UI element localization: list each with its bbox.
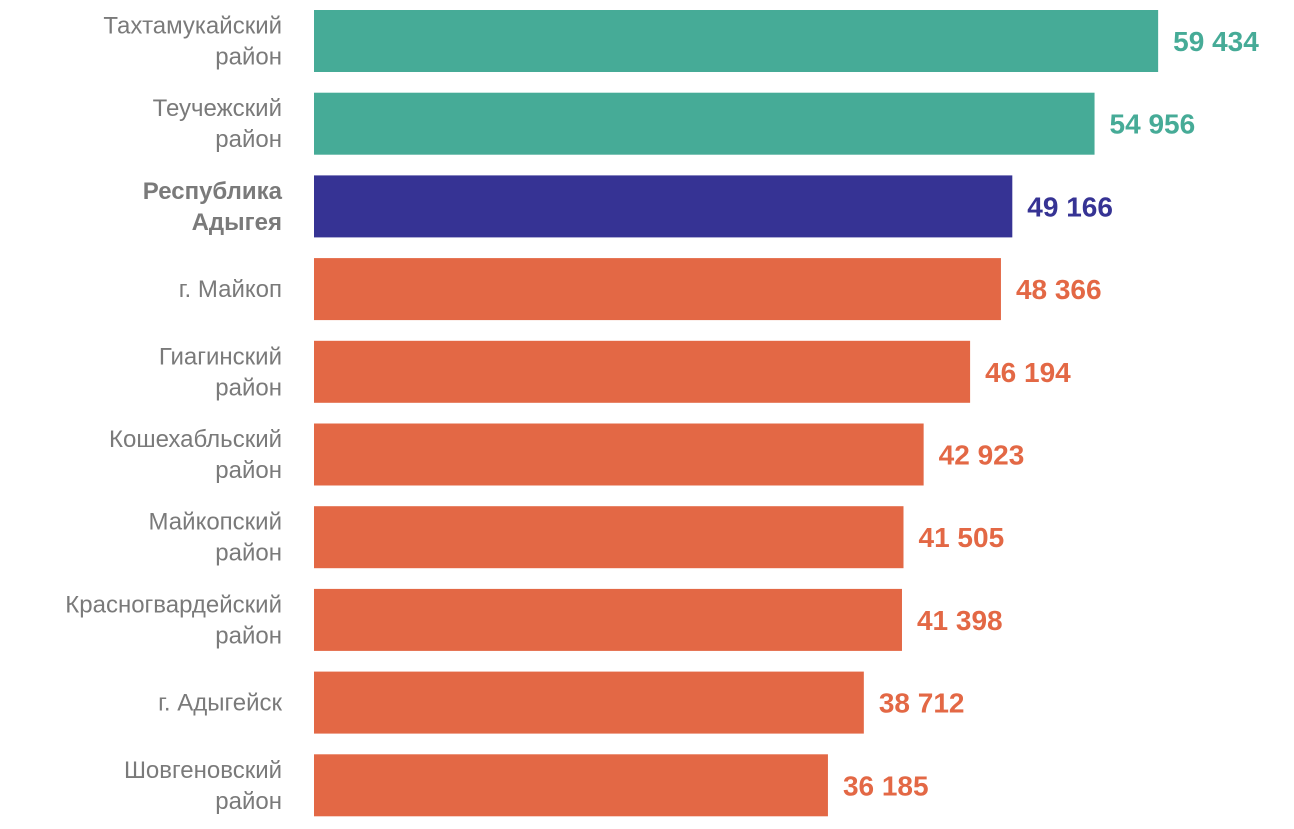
- category-label: Тахтамукайский район: [103, 13, 282, 71]
- category-label-line: Адыгея: [192, 209, 282, 236]
- bar: [314, 423, 924, 486]
- bar-value-label: 48 366: [1016, 274, 1102, 305]
- bar: [314, 671, 864, 734]
- category-labels-group: Тахтамукайский район Теучежский район Респуб…: [65, 13, 282, 815]
- value-labels-group: 59 434 54 956 49 166 48 366 46 194 42 923 41 5…: [843, 26, 1259, 801]
- category-label: Шовгеновский район: [124, 757, 282, 815]
- category-label: Теучежский район: [153, 95, 282, 153]
- category-label: Республика Адыгея: [143, 178, 283, 236]
- bar: [314, 258, 1001, 321]
- category-label-line: район: [215, 540, 282, 567]
- bar: [314, 10, 1159, 72]
- bar-value-label: 46 194: [985, 357, 1071, 388]
- category-label-line: Республика: [143, 178, 283, 205]
- bar: [314, 754, 828, 817]
- category-label-line: район: [215, 374, 282, 401]
- category-label-line: Шовгеновский: [124, 757, 282, 784]
- bar: [314, 92, 1095, 155]
- category-label: Кошехабльский район: [109, 426, 282, 484]
- category-label: Гиагинский район: [159, 343, 282, 401]
- category-label-line: район: [215, 44, 282, 71]
- category-label: Майкопский район: [149, 509, 282, 567]
- category-label-line: район: [215, 126, 282, 153]
- bar-value-label: 42 923: [939, 440, 1025, 471]
- bar-value-label: 38 712: [879, 688, 965, 719]
- bar-value-label: 54 956: [1110, 109, 1196, 140]
- category-label-line: Кошехабльский: [109, 426, 282, 453]
- bar-value-label: 41 398: [917, 605, 1003, 636]
- category-label-line: Тахтамукайский: [103, 13, 282, 40]
- category-label-line: г. Адыгейск: [158, 690, 282, 717]
- bar: [314, 340, 971, 403]
- bar-value-label: 36 185: [843, 770, 929, 801]
- category-label-line: район: [215, 622, 282, 649]
- category-label: Красногвардейский район: [65, 591, 282, 649]
- category-label: г. Майкоп: [179, 276, 282, 303]
- category-label: г. Адыгейск: [158, 690, 282, 717]
- bar: [314, 175, 1013, 238]
- category-label-line: Майкопский: [149, 509, 282, 536]
- bar: [314, 588, 902, 651]
- category-label-line: Гиагинский: [159, 343, 282, 370]
- category-label-line: район: [215, 788, 282, 815]
- bar-value-label: 59 434: [1173, 26, 1259, 57]
- bar-value-label: 49 166: [1027, 191, 1113, 222]
- bar: [314, 506, 904, 569]
- bar-value-label: 41 505: [919, 522, 1005, 553]
- category-label-line: район: [215, 457, 282, 484]
- category-label-line: Теучежский: [153, 95, 282, 122]
- bars-group: [314, 10, 1159, 817]
- category-label-line: г. Майкоп: [179, 276, 282, 303]
- category-label-line: Красногвардейский: [65, 591, 282, 618]
